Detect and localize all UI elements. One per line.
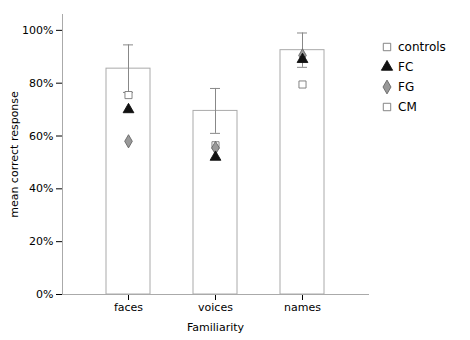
svg-text:100%: 100%: [22, 24, 53, 37]
svg-text:40%: 40%: [29, 182, 53, 195]
svg-text:60%: 60%: [29, 130, 53, 143]
html-text:CM: CM: [398, 100, 417, 114]
svg-text:names: names: [284, 301, 321, 314]
html-text:controls: controls: [398, 40, 446, 54]
html-text:FC: FC: [398, 60, 414, 74]
svg-text:0%: 0%: [36, 288, 53, 301]
html-text:FG: FG: [398, 80, 415, 94]
svg-text:Familiarity: Familiarity: [187, 321, 245, 334]
svg-text:voices: voices: [198, 301, 233, 314]
svg-text:faces: faces: [114, 301, 143, 314]
svg-text:mean correct response: mean correct response: [8, 91, 21, 218]
svg-text:80%: 80%: [29, 77, 53, 90]
svg-text:20%: 20%: [29, 235, 53, 248]
